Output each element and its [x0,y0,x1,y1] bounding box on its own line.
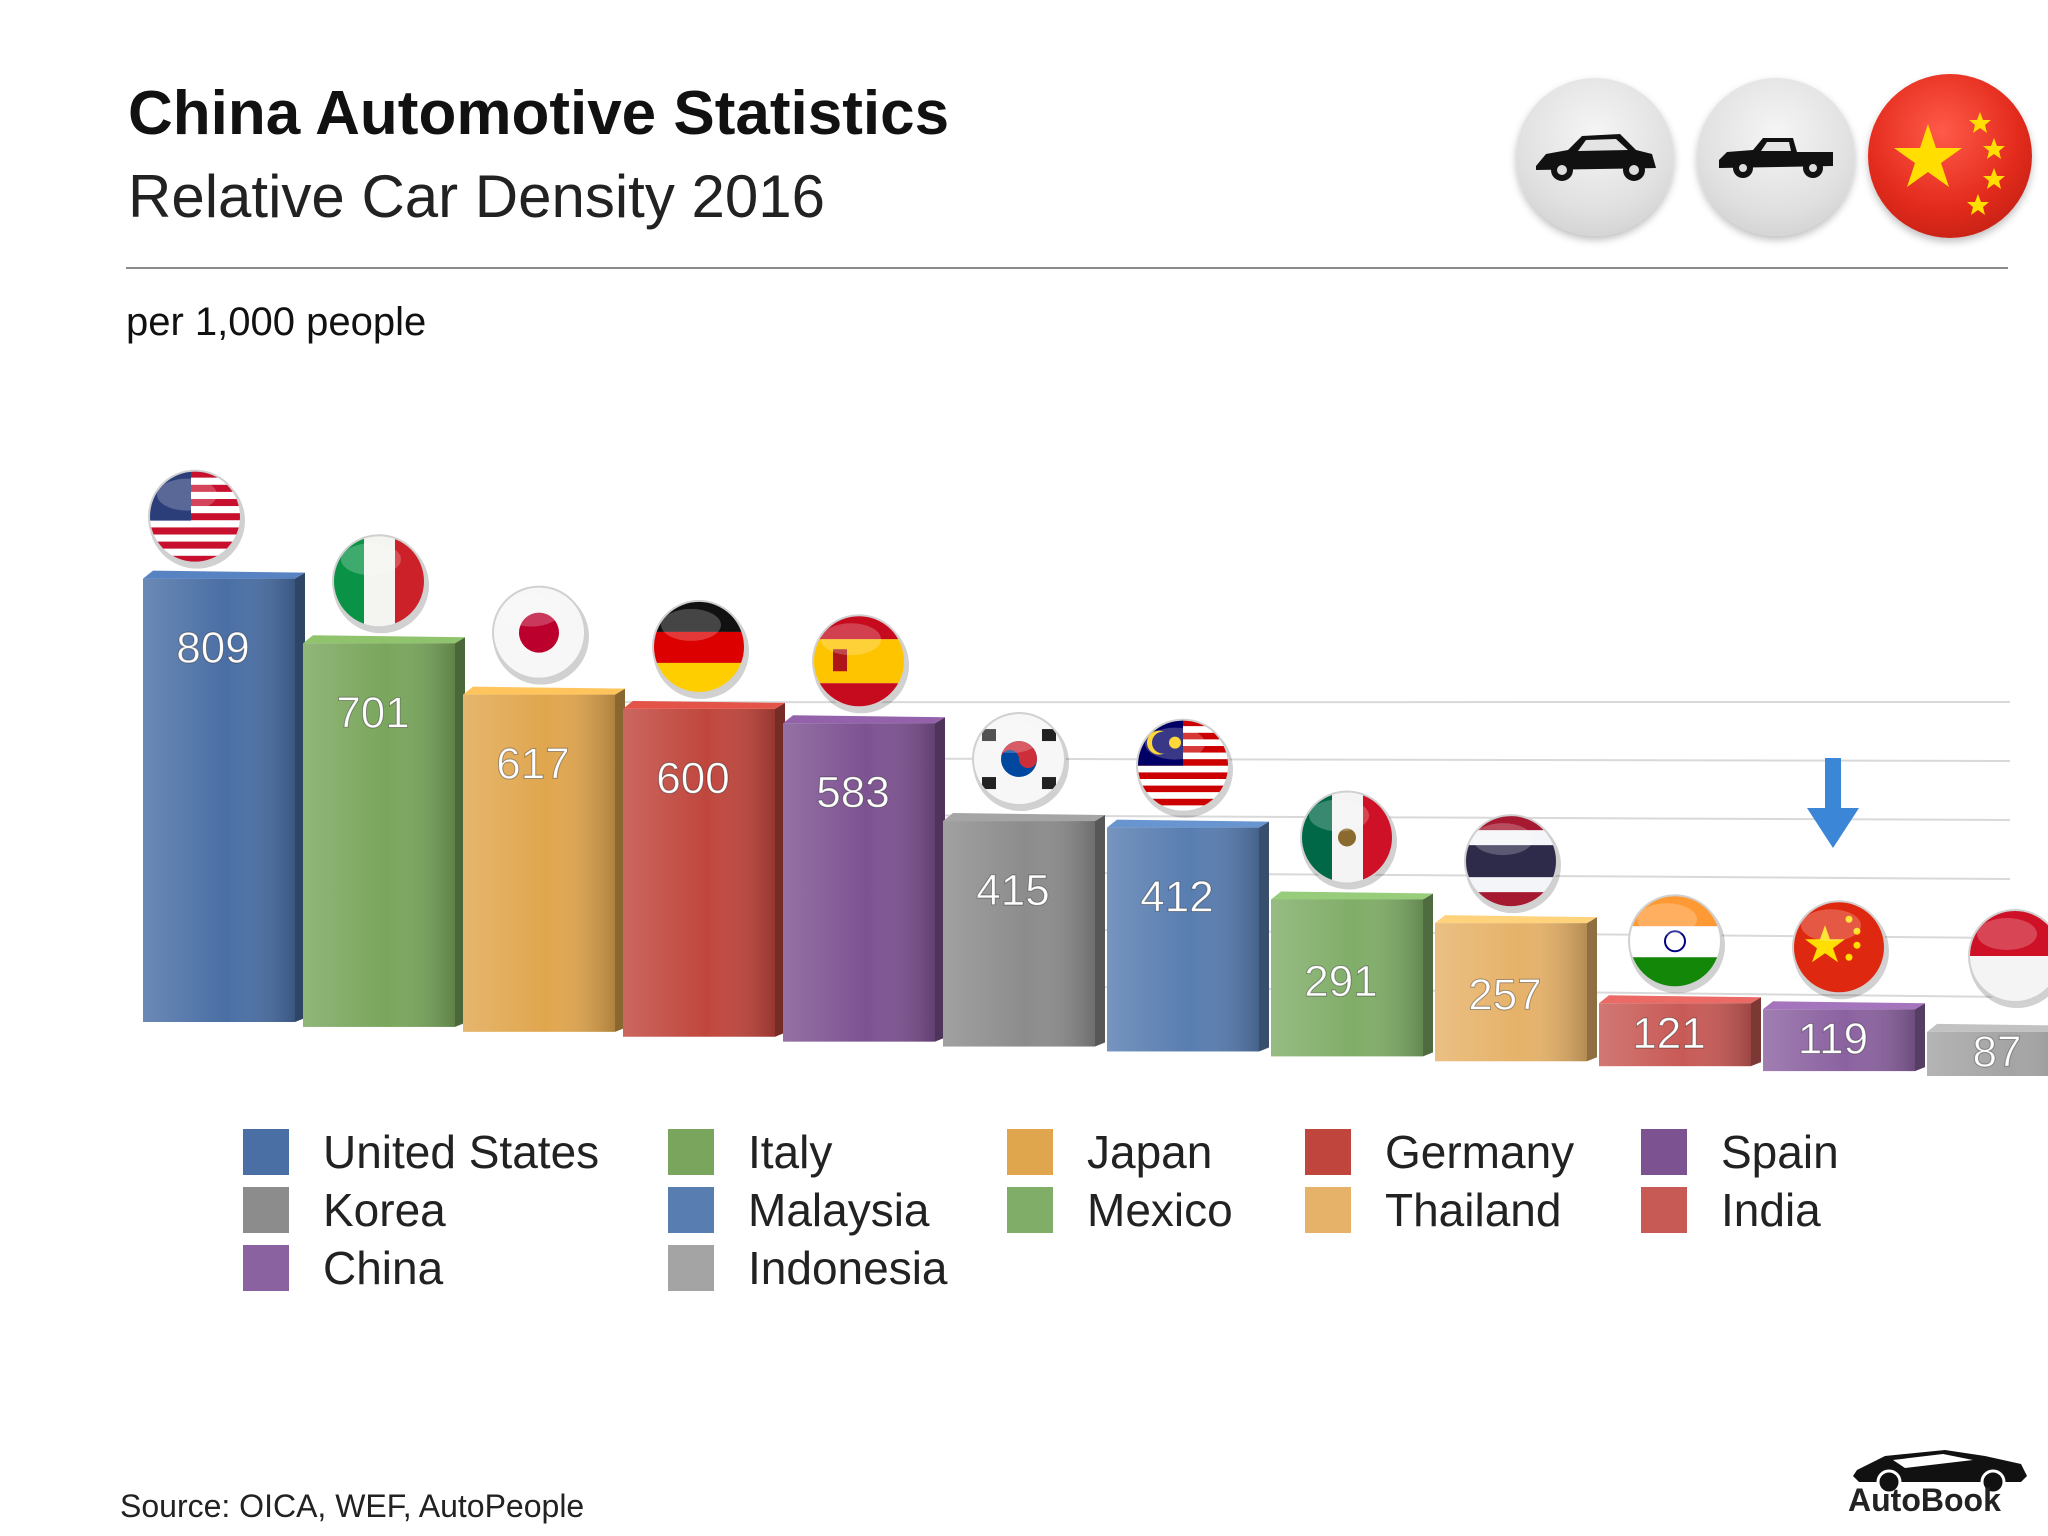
flag-indonesia-icon [1968,909,2048,1008]
bar-korea [943,813,1105,1047]
bar-side [1259,821,1269,1052]
flag-malaysia-icon [1136,718,1233,818]
bar-top [1927,1023,2048,1032]
bar-side [1751,997,1761,1067]
bar-shading [1107,827,1259,1052]
country-flags [148,469,2048,1008]
bar-side [295,572,305,1022]
bar-shading [623,708,775,1037]
data-label-italy: 701 [336,688,409,737]
china-flag-icon [1868,74,2032,238]
bar-shading [143,578,295,1022]
data-label-korea: 415 [976,866,1049,915]
bar-top [463,686,625,695]
bar-mexico [1271,891,1433,1057]
data-label-india: 121 [1632,1009,1705,1058]
data-label-spain: 583 [816,768,889,817]
bar-united-states [143,570,305,1022]
data-label-japan: 617 [496,740,569,789]
bar-top [1599,995,1761,1004]
highlight-arrow [1807,758,1859,848]
data-label-indonesia: 87 [1973,1027,2022,1076]
bar-top [623,700,785,709]
bar-shading [303,643,455,1027]
bar-spain [783,715,945,1042]
down-arrow-icon [1807,758,1859,848]
bar-italy [303,635,465,1027]
unit-label: per 1,000 people [126,300,427,344]
bar-shading [1271,899,1423,1057]
data-label-thailand: 257 [1468,970,1541,1019]
bar-shading [783,723,935,1042]
bar-shading [1927,1031,2048,1076]
bar-side [455,637,465,1027]
flag-china-icon [1792,900,1889,1000]
bar-side [1587,917,1597,1062]
logo-text: AutoBook [1848,1482,2001,1518]
bar-top [783,715,945,724]
sedan-car-icon [1516,78,1674,236]
data-label-germany: 600 [656,754,729,803]
bar-india [1599,995,1761,1067]
bar-side [1915,1003,1925,1072]
flag-united-states-icon [148,469,245,569]
page-subtitle: Relative Car Density 2016 [128,163,826,230]
bar-china [1763,1001,1925,1072]
data-label-mexico: 291 [1304,957,1377,1006]
page-title: China Automotive Statistics [128,79,950,148]
flag-india-icon [1628,894,1725,994]
flag-italy-icon [332,534,429,634]
source-note: Source: OICA, WEF, AutoPeople [120,1488,585,1524]
bar-shading [1763,1009,1915,1072]
bar-malaysia [1107,819,1269,1052]
pickup-truck-icon [1697,78,1855,236]
flag-japan-icon [492,585,589,685]
data-label-united-states: 809 [176,624,249,673]
data-labels: 809 701 617 600 583 415 412 291 257 121 119 87 [176,623,2022,1077]
bar-side [935,717,945,1042]
bar-side [615,688,625,1032]
bar-top [1271,891,1433,900]
flag-korea-icon [972,712,1069,812]
bar-side [1423,893,1433,1057]
bar-shading [943,821,1095,1047]
bar-side [775,702,785,1037]
bars [143,570,2048,1076]
bar-shading [463,694,615,1032]
flag-thailand-icon [1464,814,1561,914]
flag-mexico-icon [1300,790,1397,890]
bar-shading [1599,1003,1751,1067]
bar-top [943,813,1105,822]
bar-side [1095,815,1105,1047]
data-label-china: 119 [1798,1014,1868,1063]
bar-top [143,570,305,579]
title-divider [126,267,2008,269]
bar-top [1763,1001,1925,1010]
flag-germany-icon [652,599,749,699]
bar-thailand [1435,915,1597,1062]
bar-japan [463,686,625,1032]
bar-shading [1435,923,1587,1062]
bar-indonesia [1927,1023,2048,1076]
bar-germany [623,700,785,1037]
bar-top [303,635,465,644]
bar-top [1435,915,1597,924]
data-label-malaysia: 412 [1140,873,1213,922]
flag-spain-icon [812,614,909,714]
autobook-logo-icon [1853,1450,2027,1495]
bar-top [1107,819,1269,828]
